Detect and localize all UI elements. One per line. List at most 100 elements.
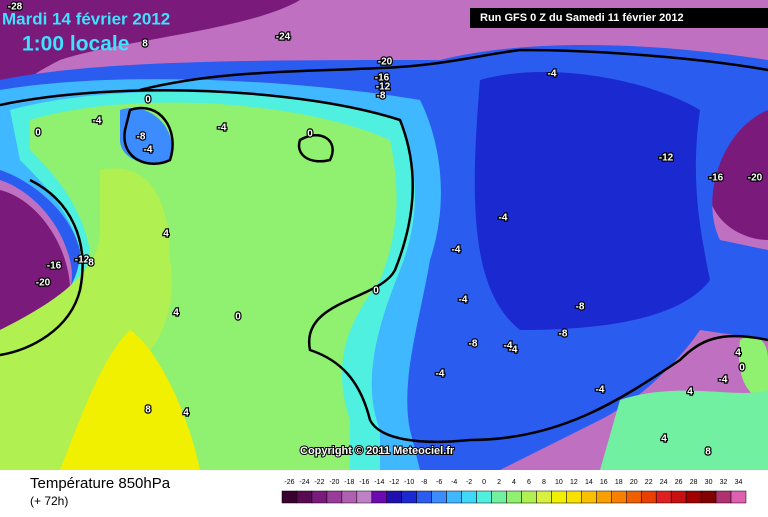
contour-labels: -28-248-20-16-12-8-40-4-40-8-40-12-16 -20… — [7, 0, 764, 458]
contour-label: -8 — [469, 339, 478, 350]
scale-swatch — [715, 490, 732, 504]
contour-label: 0 — [235, 312, 241, 323]
lead-time: (+ 72h) — [30, 494, 68, 508]
contour-label: -4 — [548, 69, 557, 80]
run-info: Run GFS 0 Z du Samedi 11 février 2012 — [480, 12, 684, 24]
contour-label: 4 — [163, 229, 169, 240]
scale-label: -26 — [284, 479, 294, 486]
scale-label: -22 — [314, 479, 324, 486]
scale-label: -16 — [359, 479, 369, 486]
scale-swatch — [371, 490, 388, 504]
scale-swatch — [431, 490, 447, 504]
scale-swatch — [730, 490, 747, 504]
contours — [0, 48, 768, 444]
scale-label: -8 — [421, 479, 427, 486]
scale-swatch — [640, 490, 657, 504]
contour-label: 4 — [735, 348, 741, 359]
scale-label: 34 — [735, 479, 743, 486]
run-box — [470, 8, 768, 28]
contour-label: -4 — [93, 116, 102, 127]
contour-label: -12 — [659, 153, 674, 164]
contour-label: -4 — [459, 295, 468, 306]
scale-label: -6 — [436, 479, 442, 486]
scale-label: -10 — [404, 479, 414, 486]
contour-label: -16 — [709, 173, 724, 184]
scale-swatch — [491, 490, 507, 504]
scale-label: 6 — [527, 479, 531, 486]
scale-swatch — [506, 490, 522, 504]
contour-label: 4 — [661, 434, 667, 445]
field-title: Température 850hPa — [30, 475, 171, 492]
scale-label: 20 — [630, 479, 638, 486]
scale-label: -2 — [466, 479, 472, 486]
scale-swatch — [341, 490, 358, 504]
scale-label: 2 — [497, 479, 501, 486]
contour-label: 0 — [739, 363, 745, 374]
temperature-field — [0, 0, 768, 471]
contour-label: -4 — [504, 341, 513, 352]
scale-swatch — [700, 490, 717, 504]
scale-swatch — [326, 490, 343, 504]
scale-swatch — [311, 490, 328, 504]
scale-label: 14 — [585, 479, 593, 486]
scale-label: -4 — [451, 479, 457, 486]
scale-swatch — [461, 490, 477, 504]
scale-label: 28 — [690, 479, 698, 486]
scale-swatch — [281, 490, 298, 504]
scale-label: -18 — [344, 479, 354, 486]
scale-swatch — [596, 490, 612, 504]
contour-label: -4 — [509, 345, 518, 356]
scale-swatch — [356, 490, 373, 504]
copyright: Copyright © 2011 Meteociel.fr — [300, 445, 455, 457]
scale-swatch — [581, 490, 597, 504]
scale-label: -24 — [299, 479, 309, 486]
contour-label: -4 — [218, 123, 227, 134]
contour-label: -20 — [36, 278, 51, 289]
scale-label: 26 — [675, 479, 683, 486]
scale-label: 4 — [512, 479, 516, 486]
contour-label: -16 — [375, 73, 390, 84]
contour-label: -4 — [144, 145, 153, 156]
contour-label: -20 — [748, 173, 763, 184]
contour-label: 4 — [173, 308, 179, 319]
contour-label: -4 — [719, 375, 728, 386]
scale-swatch — [551, 490, 567, 504]
scale-swatch — [611, 490, 627, 504]
scale-swatch — [626, 490, 642, 504]
contour-label: 8 — [145, 405, 151, 416]
forecast-date: Mardi 14 février 2012 — [2, 9, 170, 28]
scale-swatch — [566, 490, 582, 504]
contour-label: -4 — [499, 213, 508, 224]
scale-label: -20 — [329, 479, 339, 486]
scale-swatch — [521, 490, 537, 504]
contour-label: 0 — [373, 286, 379, 297]
scale-swatch — [446, 490, 462, 504]
scale-label: 22 — [645, 479, 653, 486]
scale-swatch — [670, 490, 687, 504]
scale-label: 0 — [482, 479, 486, 486]
contour-label: -20 — [378, 57, 393, 68]
scale-label: -12 — [389, 479, 399, 486]
contour-label: 8 — [705, 447, 711, 458]
scale-label: 8 — [542, 479, 546, 486]
scale-swatch — [386, 490, 402, 504]
scale-label: 16 — [600, 479, 608, 486]
scale-swatch — [476, 490, 492, 504]
scale-swatch — [685, 490, 702, 504]
scale-label: 18 — [615, 479, 623, 486]
contour-label: 4 — [183, 408, 189, 419]
scale-swatch — [401, 490, 417, 504]
scale-label: -14 — [374, 479, 384, 486]
contour-label: -12 — [376, 82, 391, 93]
scale-swatch — [416, 490, 432, 504]
contour-label: -8 — [137, 132, 146, 143]
scale-swatch — [536, 490, 552, 504]
forecast-time: 1:00 locale — [22, 33, 129, 56]
scale-label: 24 — [660, 479, 668, 486]
scale-swatch — [655, 490, 672, 504]
scale-label: 10 — [555, 479, 563, 486]
contour-label: -4 — [596, 385, 605, 396]
contour-label: -8 — [559, 329, 568, 340]
